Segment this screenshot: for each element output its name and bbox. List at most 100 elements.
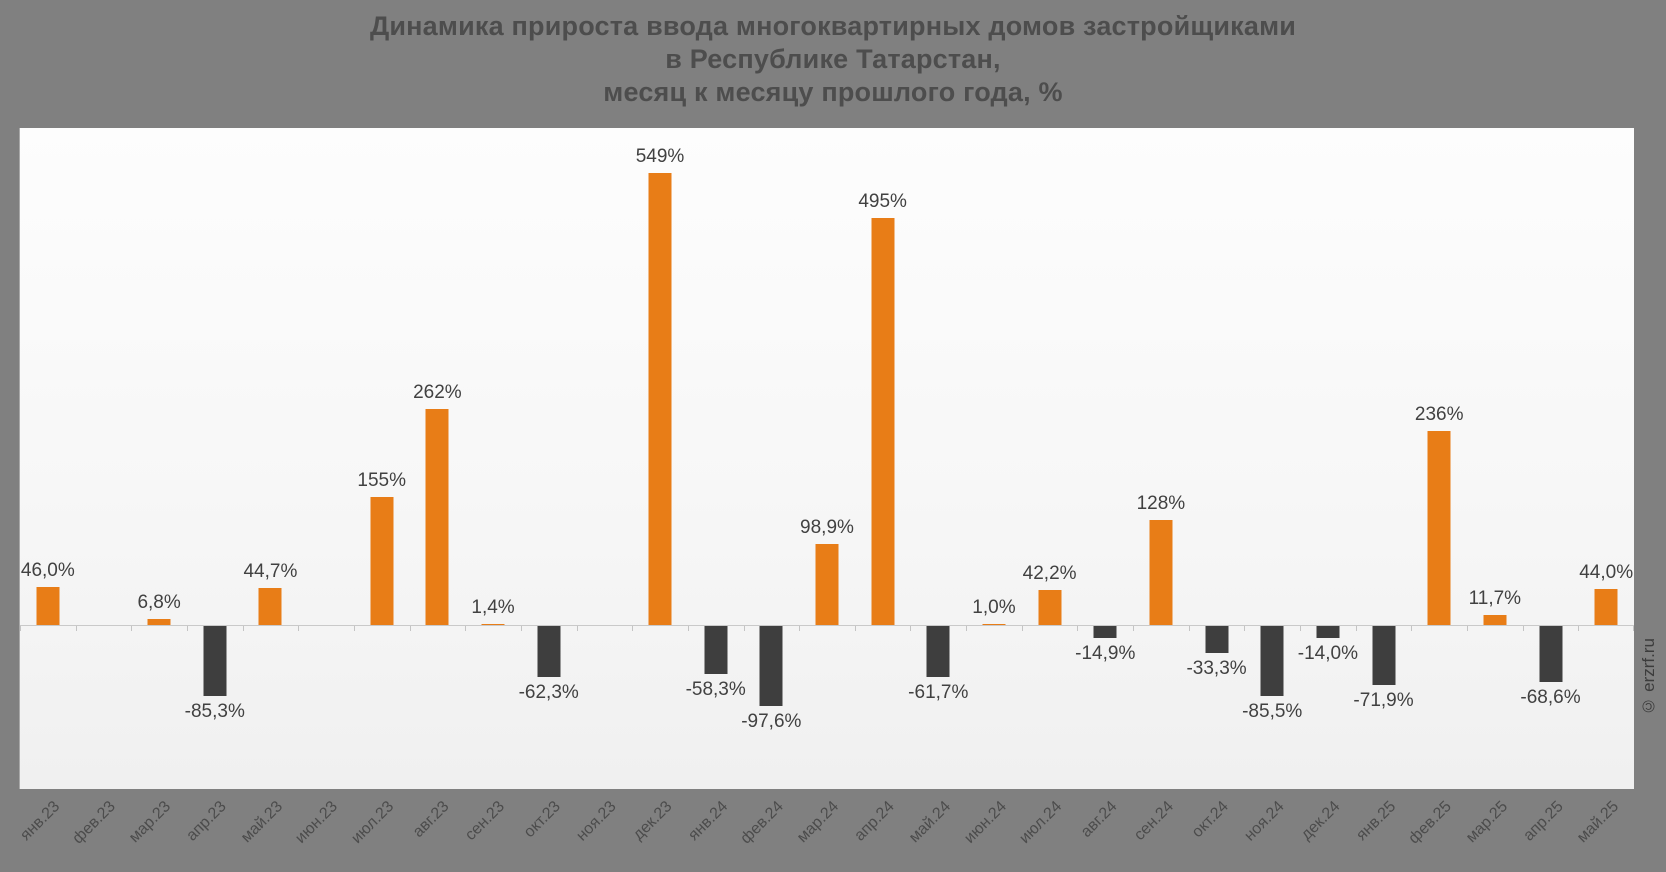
bar-positive	[258, 588, 282, 625]
axis-tick	[298, 626, 300, 631]
axis-tick	[854, 626, 856, 631]
bar-value-label: -85,3%	[184, 701, 245, 722]
x-axis-label: фев.24	[737, 798, 787, 848]
axis-tick	[1188, 626, 1190, 631]
bar-value-label: 495%	[858, 191, 907, 212]
bar-slot: -14,0%	[1298, 128, 1358, 789]
x-axis-label: окт.23	[521, 798, 565, 842]
bar-negative	[1539, 626, 1562, 682]
bar-positive	[1483, 615, 1507, 625]
x-axis-label: сен.23	[462, 798, 509, 844]
bar-value-label: 42,2%	[1022, 563, 1077, 584]
bar-value-label: 128%	[1136, 493, 1186, 514]
bar-slot: -33,3%	[1186, 128, 1247, 789]
x-axis-label: фев.23	[69, 798, 119, 848]
axis-tick	[966, 626, 968, 631]
bar-negative	[537, 626, 561, 677]
bar-slot: -85,3%	[185, 128, 245, 789]
x-axis-label: апр.25	[1520, 798, 1567, 845]
axis-tick	[75, 626, 77, 631]
bar-value-label: -71,9%	[1353, 690, 1414, 711]
bar-value-label: 98,9%	[800, 517, 854, 538]
bar-value-label: -61,7%	[908, 682, 969, 703]
axis-tick	[910, 626, 912, 631]
bar-slot: 44,7%	[243, 128, 299, 789]
bar-slot: -85,5%	[1242, 128, 1302, 789]
bar-positive	[871, 218, 895, 625]
zero-axis-line	[20, 625, 1634, 626]
axis-tick	[353, 626, 355, 631]
watermark-credit: © erzrf.ru	[1639, 638, 1658, 716]
axis-tick	[1522, 626, 1524, 631]
bar-value-label: 1,0%	[972, 597, 1016, 618]
bar-slot: 495%	[855, 128, 911, 789]
x-axis-label: ноя.23	[573, 798, 620, 845]
axis-tick	[576, 626, 578, 631]
axis-tick	[1355, 626, 1357, 631]
x-axis-label: ноя.24	[1241, 798, 1289, 845]
axis-tick	[131, 626, 133, 631]
bar-negative	[1093, 626, 1117, 638]
bar-value-label: -14,0%	[1297, 643, 1358, 664]
axis-tick	[632, 626, 634, 631]
axis-tick	[1411, 626, 1413, 631]
bar-slot: 6,8%	[131, 128, 187, 789]
x-axis-labels: янв.23 фев.23 мар.23 апр.23 май.23 июн.23 июл.…	[17, 789, 1634, 872]
bar-negative	[1316, 626, 1340, 638]
bar-value-label: -85,5%	[1242, 701, 1303, 722]
bar-slot: -58,3%	[686, 128, 746, 789]
bar-slot: -71,9%	[1353, 128, 1414, 789]
bar-slot: 44,0%	[1578, 128, 1634, 789]
x-axis-label: окт.24	[1189, 798, 1233, 842]
bar-slot: 236%	[1411, 128, 1467, 789]
bar-slot: -62,3%	[519, 128, 579, 789]
axis-tick	[1467, 626, 1469, 631]
bar-negative	[759, 626, 783, 706]
bar-negative	[926, 626, 950, 677]
bar-slot: -97,6%	[741, 128, 801, 789]
bar-positive	[1594, 589, 1618, 625]
bar-negative	[704, 626, 728, 674]
bar-value-label: 262%	[413, 382, 462, 403]
axis-tick	[799, 626, 801, 631]
axis-tick	[1133, 626, 1135, 631]
x-axis-label: май.24	[905, 798, 954, 847]
bar-value-label: 44,0%	[1579, 562, 1634, 583]
bar-positive	[481, 624, 505, 625]
bar-value-label: -97,6%	[741, 711, 802, 732]
axis-tick	[1633, 626, 1634, 631]
bar-negative	[1205, 626, 1229, 653]
bar-positive	[815, 544, 839, 625]
x-axis-label: дек.23	[629, 798, 676, 844]
bar-value-label: 11,7%	[1468, 588, 1522, 609]
bar-slot: 98,9%	[799, 128, 855, 789]
x-axis-label: янв.24	[684, 798, 732, 845]
bar-negative	[1260, 626, 1284, 696]
axis-tick	[1300, 626, 1302, 631]
bar-slot: 1,0%	[966, 128, 1022, 789]
x-axis-label: май.23	[237, 798, 286, 847]
bar-value-label: 1,4%	[471, 597, 515, 618]
bar-slot: -14,9%	[1075, 128, 1135, 789]
axis-tick	[1077, 626, 1079, 631]
bar-value-label: -14,9%	[1075, 643, 1136, 664]
bar-slot: 128%	[1133, 128, 1189, 789]
x-axis-label: май.25	[1574, 798, 1623, 847]
bar-negative	[203, 626, 227, 696]
axis-tick	[465, 626, 467, 631]
bar-value-label: 549%	[635, 146, 685, 167]
bar-positive	[1149, 520, 1173, 625]
bar-slot: 42,2%	[1022, 128, 1078, 789]
bar-positive	[1427, 431, 1451, 625]
bar-value-label: 46,0%	[20, 560, 75, 581]
axis-tick	[409, 626, 411, 631]
bar-positive	[1038, 590, 1062, 625]
bar-positive	[36, 587, 60, 625]
bar-value-label: 6,8%	[137, 592, 181, 613]
x-axis-label: авг.24	[1078, 798, 1121, 841]
axis-tick	[1244, 626, 1246, 631]
x-axis-label: янв.25	[1353, 798, 1400, 845]
bar-negative	[1372, 626, 1396, 685]
x-axis-label: мар.25	[1462, 798, 1511, 847]
